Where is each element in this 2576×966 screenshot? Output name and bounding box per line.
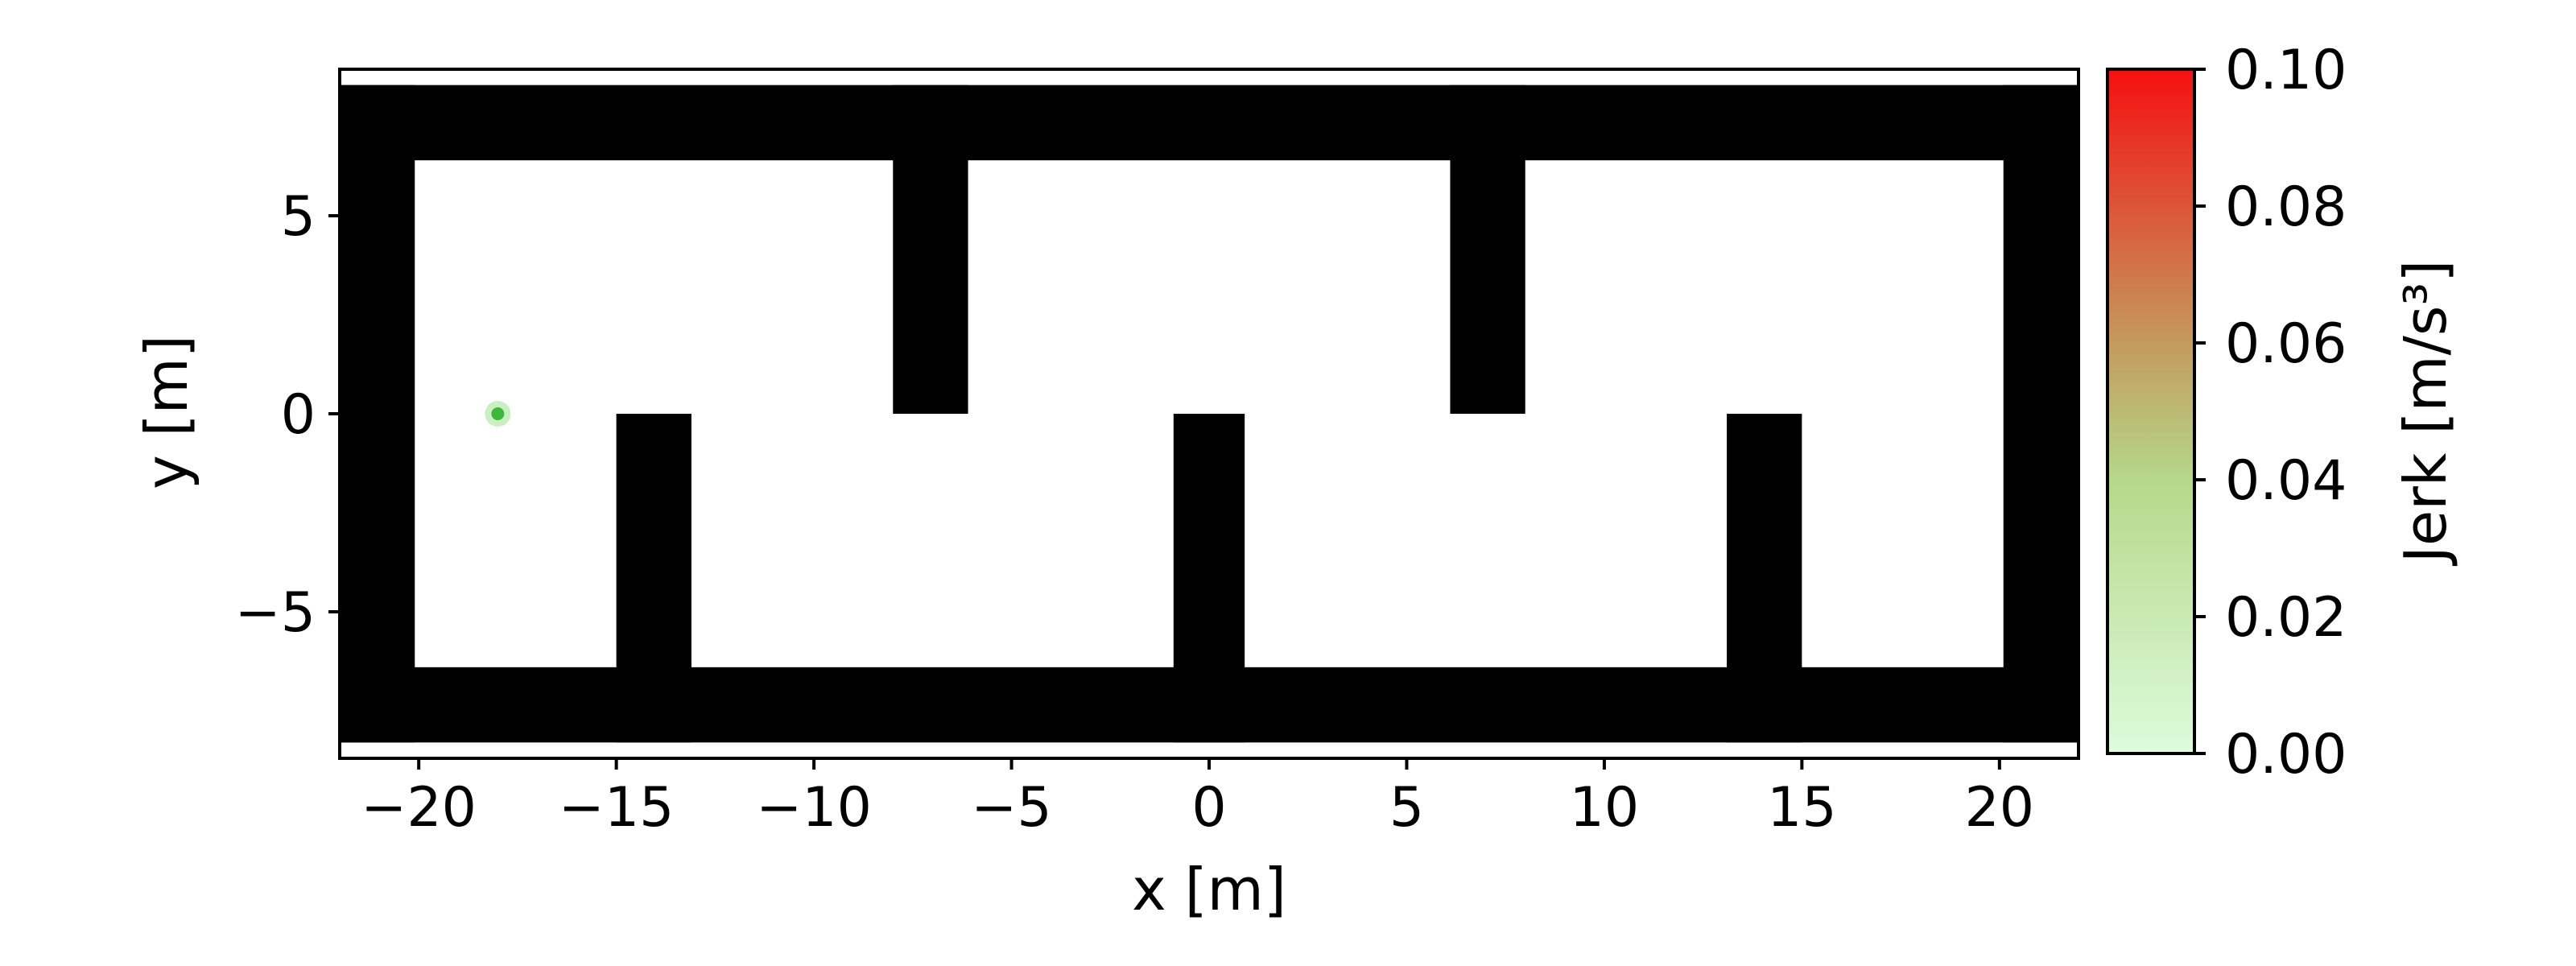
x-tick-label-2: −10	[756, 776, 872, 840]
x-tick-label-7: 15	[1767, 776, 1837, 840]
colorbar-tick-label-0: 0.00	[2225, 723, 2347, 786]
colorbar-ticks: 0.00 0.02 0.04 0.06 0.08 0.10	[2194, 39, 2347, 786]
colorbar-tick-label-1: 0.02	[2225, 586, 2347, 650]
colorbar-gradient	[2106, 68, 2196, 755]
plot-area	[338, 68, 2080, 760]
points-layer	[485, 401, 511, 427]
x-tick-label-4: 0	[1191, 776, 1226, 840]
x-tick-label-8: 20	[1965, 776, 2035, 840]
obstacles-layer	[340, 85, 2079, 743]
colorbar-tick-label-2: 0.04	[2225, 449, 2347, 513]
x-tick-label-0: −20	[361, 776, 477, 840]
y-tick-label-1: 0	[281, 383, 316, 447]
obstacle-wall-2	[340, 85, 415, 743]
x-tick-label-1: −15	[559, 776, 675, 840]
obstacle-wall-6	[1173, 414, 1245, 743]
x-axis: −20 −15 −10 −5 0 5 10 15 20	[361, 758, 2034, 840]
obstacle-wall-3	[2003, 85, 2079, 743]
obstacle-wall-8	[1727, 414, 1802, 743]
y-axis-label: y [m]	[133, 335, 200, 489]
x-tick-label-3: −5	[971, 776, 1051, 840]
obstacle-wall-5	[893, 85, 968, 414]
obstacle-wall-0	[340, 85, 2079, 161]
trajectory-point-0	[491, 407, 505, 420]
colorbar-tick-label-5: 0.10	[2225, 39, 2347, 102]
x-axis-label: x [m]	[1132, 856, 1286, 923]
x-tick-label-6: 10	[1570, 776, 1640, 840]
y-tick-label-0: −5	[235, 581, 316, 645]
colorbar-tick-label-4: 0.08	[2225, 175, 2347, 239]
obstacle-wall-7	[1450, 85, 1525, 414]
obstacle-wall-4	[616, 414, 691, 743]
y-tick-label-2: 5	[281, 185, 316, 249]
colorbar-label: Jerk [m/s³]	[2392, 260, 2459, 567]
colorbar-tick-label-3: 0.06	[2225, 312, 2347, 376]
y-axis: −5 0 5	[235, 185, 340, 645]
colorbar: 0.00 0.02 0.04 0.06 0.08 0.10 Jerk [m/s³]	[2106, 39, 2459, 786]
x-tick-label-5: 5	[1389, 776, 1424, 840]
